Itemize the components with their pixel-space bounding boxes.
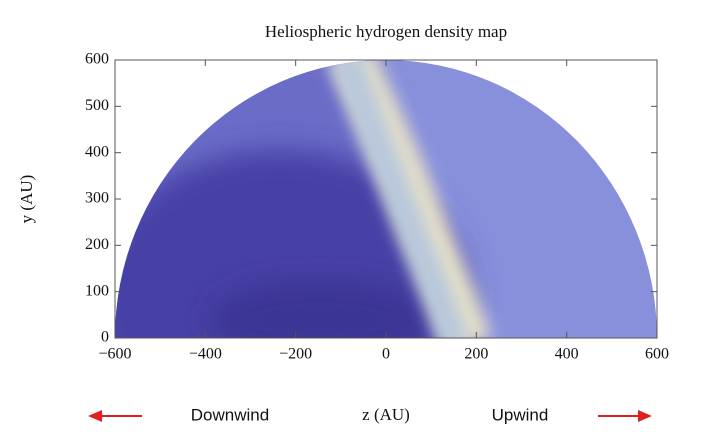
annotation: Downwind (191, 405, 269, 424)
y-axis-label: y (AU) (17, 175, 36, 224)
x-tick-label: 600 (645, 346, 669, 363)
y-tick-label: 100 (85, 282, 109, 299)
y-tick-label: 500 (85, 97, 109, 114)
y-tick-label: 600 (85, 51, 109, 68)
x-tick-label: 0 (382, 346, 390, 363)
annotation: Upwind (492, 405, 549, 424)
y-tick-label: 400 (85, 143, 109, 160)
x-tick-label: 400 (555, 346, 579, 363)
axes: −600 −400 −200 0 200 400 600 0 100 200 300 400 500 60… (85, 51, 669, 363)
x-axis-label: z (AU) (362, 405, 410, 424)
y-tick-label: 200 (85, 236, 109, 253)
x-tick-label: −600 (98, 346, 131, 363)
x-tick-label: −200 (279, 346, 312, 363)
y-tick-label: 0 (101, 329, 109, 346)
y-tick-label: 300 (85, 190, 109, 207)
x-tick-label: −400 (189, 346, 222, 363)
chart-title: Heliospheric hydrogen density map (265, 22, 507, 41)
x-tick-label: 200 (464, 346, 488, 363)
density-field (115, 60, 657, 338)
